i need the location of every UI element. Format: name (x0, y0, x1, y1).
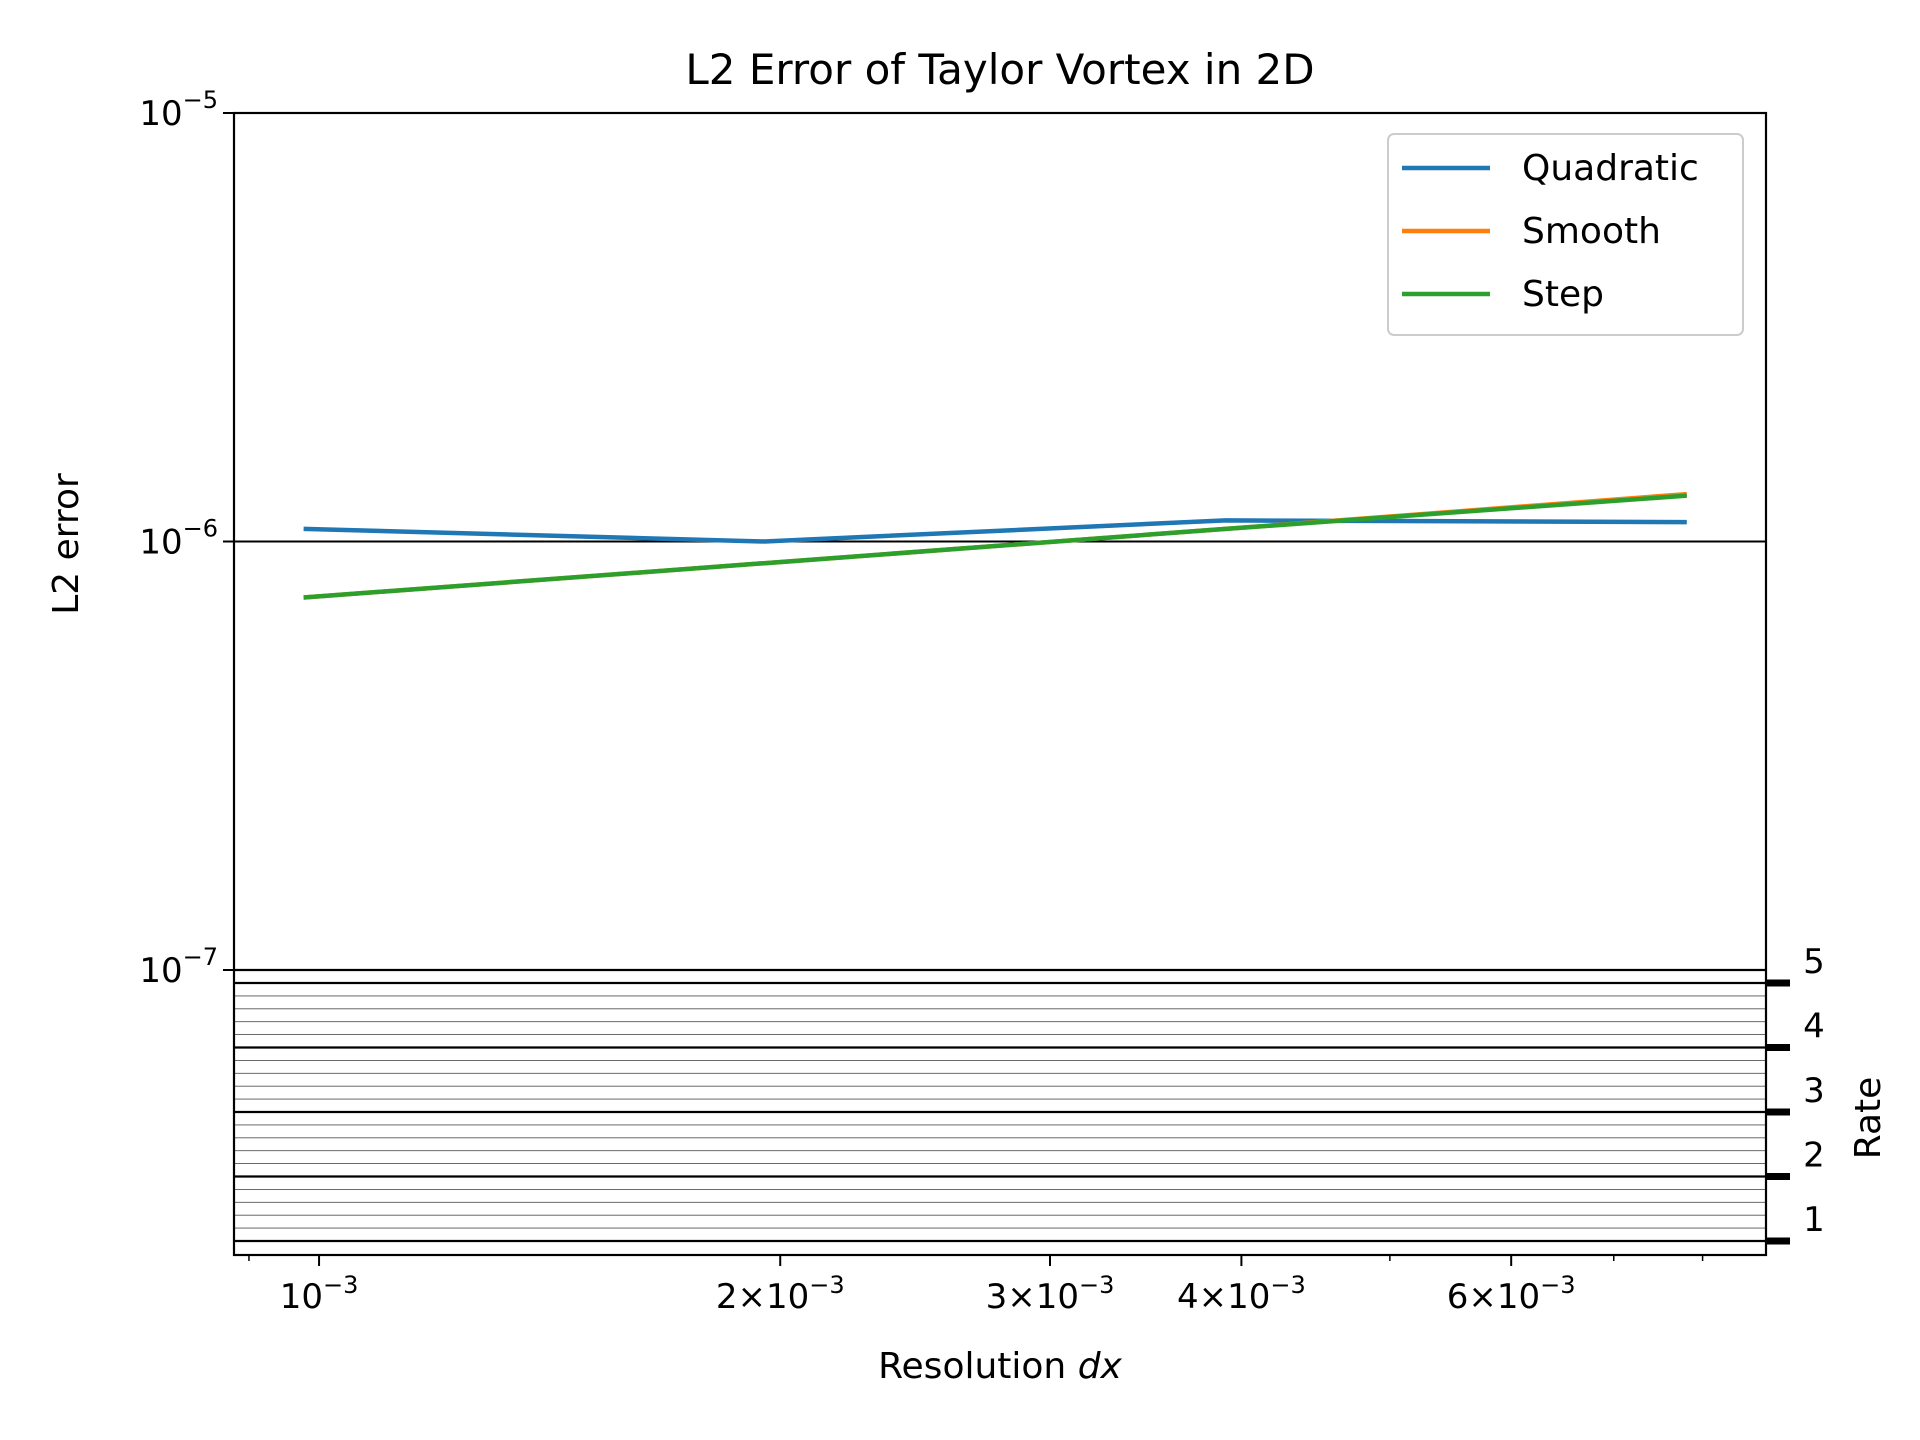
rate-tick (1766, 1044, 1790, 1051)
y-axis: 10−5 10−6 10−7 (139, 86, 234, 991)
x-tick-label: 3×10−3 (986, 1271, 1115, 1317)
plot-frame (232, 111, 1768, 1257)
y-tick-label: 10−6 (139, 515, 218, 563)
y-tick-label: 10−5 (139, 86, 218, 134)
x-axis-label: Resolution dx (878, 1346, 1122, 1387)
y-axis-label: L2 error (46, 473, 87, 615)
x-axis: 10−3 2×10−3 3×10−3 4×10−3 6×10−3 (248, 1255, 1704, 1317)
series-line-step (303, 493, 1687, 600)
x-axis-variable: dx (1078, 1346, 1123, 1387)
rate-tick-label: 3 (1803, 1071, 1825, 1111)
legend-label: Quadratic (1522, 148, 1699, 189)
x-tick-label: 10−3 (280, 1271, 359, 1317)
legend-label: Smooth (1522, 211, 1661, 252)
x-tick-label: 6×10−3 (1447, 1271, 1576, 1317)
rate-tick (1766, 1173, 1790, 1180)
chart-title: L2 Error of Taylor Vortex in 2D (685, 45, 1314, 94)
rate-tick (1766, 979, 1790, 987)
rate-tick (1766, 1237, 1790, 1245)
rate-tick-label: 4 (1803, 1007, 1825, 1047)
rate-lines (234, 968, 1766, 1243)
x-tick-label: 4×10−3 (1177, 1271, 1306, 1317)
rate-axis-label: Rate (1848, 1077, 1889, 1160)
rate-tick-label: 1 (1803, 1200, 1825, 1240)
legend-frame (1387, 133, 1744, 336)
rate-tick-label: 2 (1803, 1136, 1825, 1176)
series-line-quadratic (303, 518, 1687, 544)
rate-tick (1766, 1108, 1790, 1116)
series-group (303, 491, 1687, 600)
rate-axis: 1 2 3 4 5 (1766, 942, 1825, 1245)
rate-tick-label: 5 (1803, 942, 1825, 982)
y-tick-label: 10−7 (139, 943, 218, 991)
legend-label: Step (1522, 274, 1604, 315)
x-tick-label: 2×10−3 (716, 1271, 845, 1317)
legend: Quadratic Smooth Step (1387, 133, 1744, 336)
